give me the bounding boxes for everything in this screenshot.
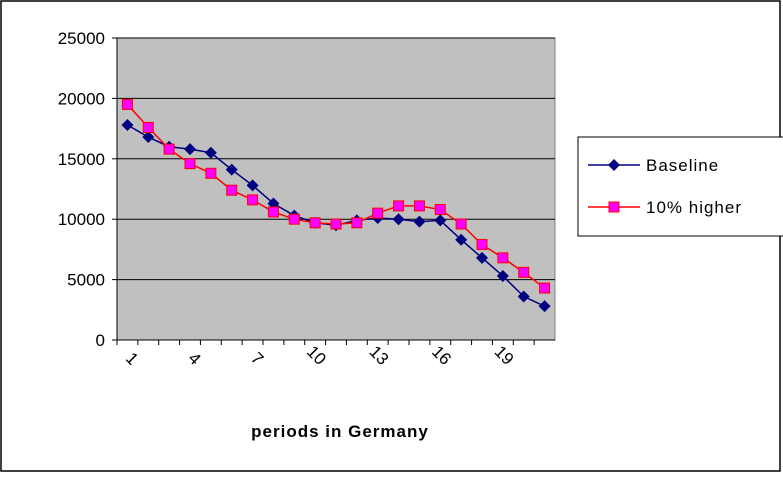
- data-point: [205, 167, 217, 179]
- data-point: [309, 217, 321, 229]
- y-tick-label: 5000: [67, 271, 105, 290]
- data-point: [121, 118, 134, 131]
- data-point: [496, 269, 509, 282]
- data-point: [288, 213, 300, 225]
- legend-marker: [608, 201, 620, 213]
- y-tick-label: 25000: [58, 29, 105, 48]
- data-point: [455, 218, 467, 230]
- data-point: [413, 200, 425, 212]
- data-point: [434, 204, 446, 216]
- data-point: [434, 214, 447, 227]
- data-point: [392, 213, 405, 226]
- y-tick-label: 10000: [58, 210, 105, 229]
- data-point: [455, 233, 468, 246]
- data-point: [476, 251, 488, 264]
- legend-box: [577, 136, 783, 237]
- y-tick-label: 20000: [58, 89, 105, 108]
- data-point: [204, 146, 217, 159]
- data-point: [517, 290, 530, 303]
- data-point: [246, 179, 259, 192]
- data-point: [351, 217, 363, 229]
- y-tick-label: 0: [96, 331, 105, 350]
- data-point: [121, 98, 133, 110]
- data-point: [184, 143, 196, 156]
- data-point: [330, 218, 342, 230]
- data-point: [163, 143, 175, 155]
- data-point: [539, 282, 551, 294]
- data-point: [497, 252, 509, 264]
- data-point: [476, 239, 488, 251]
- data-point: [184, 158, 196, 170]
- data-point: [372, 207, 384, 219]
- data-point: [267, 206, 279, 218]
- data-point: [538, 300, 551, 313]
- y-tick-label: 15000: [58, 150, 105, 169]
- legend-label: 10% higher: [646, 198, 742, 217]
- data-point: [225, 163, 238, 176]
- data-point: [247, 194, 259, 206]
- data-point: [518, 266, 530, 278]
- data-point: [142, 121, 154, 133]
- data-point: [393, 200, 405, 212]
- data-point: [226, 184, 238, 196]
- plot-area: [116, 37, 556, 341]
- legend-marker: [608, 159, 620, 171]
- legend-label: Baseline: [646, 156, 719, 175]
- x-axis-title: periods in Germany: [251, 422, 429, 441]
- data-point: [142, 131, 155, 144]
- data-point: [413, 215, 426, 228]
